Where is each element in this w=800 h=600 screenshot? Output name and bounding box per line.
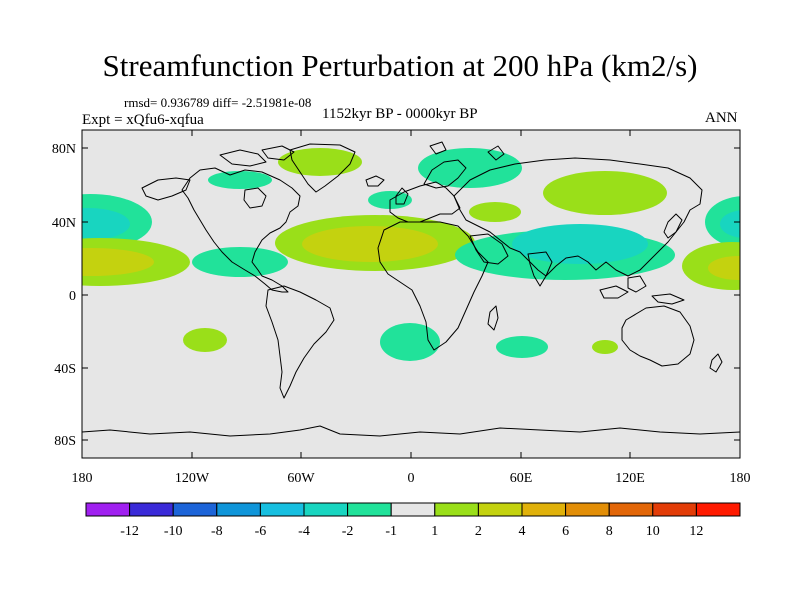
colorbar-label: -4 [298,524,310,539]
colorbar-label: 10 [646,524,660,539]
colorbar-swatch [390,502,436,517]
anomaly-siberia [543,171,667,215]
coast-madagascar [487,305,499,331]
season-label: ANN [705,110,738,126]
colorbar-swatch [85,502,131,517]
coast-north-america [181,167,301,293]
anomaly-atlantic-band-core [302,226,438,262]
lon-label: 180 [72,471,93,486]
coastlines [82,141,740,437]
colorbar-label: 1 [431,524,438,539]
anomaly-indian-ocean [496,336,548,358]
coast-british-isles [395,187,409,205]
colorbar-label: -12 [120,524,139,539]
coast-africa [377,221,489,351]
colorbar-label: 2 [475,524,482,539]
coast-canadian-arctic [219,149,267,167]
anomaly-south-pacific [183,328,227,352]
colorbar-label: -1 [385,524,397,539]
coast-india [527,251,553,287]
coast-alaska [141,177,191,201]
colorbar-swatch [303,502,349,517]
coast-arabia [469,233,509,265]
colorbar-label: 8 [606,524,613,539]
colorbar-swatch [434,502,479,517]
period-label: 1152kyr BP - 0000kyr BP [322,106,478,122]
coast-canadian-arctic-2 [261,145,295,161]
anomaly-shading [82,148,740,361]
map-title: Streamfunction Perturbation at 200 hPa (… [102,48,698,83]
coast-japan [663,213,683,239]
lat-label: 0 [69,289,76,304]
colorbar-label: 6 [562,524,569,539]
colorbar-label: -10 [164,524,183,539]
anomaly-north-pacific-west-core [82,208,130,240]
lon-label: 180 [730,471,751,486]
latitude-axis: 80N 40N 0 40S 80S [52,142,740,449]
lon-label: 0 [408,471,415,486]
anomaly-greenland [278,148,362,176]
colorbar: -12 -10 -8 -6 -4 -2 -1 1 2 4 6 8 10 12 [85,502,741,539]
lon-label: 120E [615,471,645,486]
anomaly-east-pacific [192,247,288,277]
colorbar-swatch [216,502,261,517]
coast-hudson-bay [243,187,267,209]
coast-south-america [265,285,335,399]
anomaly-australia-west [592,340,618,354]
coast-borneo [627,275,647,293]
lon-label: 60W [287,471,315,486]
anomaly-north-pacific-east-core [720,210,740,238]
colorbar-label: 4 [519,524,526,539]
colorbar-swatch [259,502,305,517]
coast-antarctica [82,425,740,437]
colorbar-swatch [652,502,697,517]
anomaly-canada [208,171,272,189]
coast-australia [621,305,695,367]
colorbar-label: -6 [255,524,267,539]
experiment-label: Expt = xQfu6-xqfua [82,112,204,128]
anomaly-north-russia [418,148,522,188]
coast-novaya-zemlya [487,145,505,161]
anomaly-europe [469,202,521,222]
lat-label: 40S [54,362,76,377]
coast-scandinavia [423,159,467,189]
anomaly-asia-core [512,224,648,264]
coast-indonesia [599,285,629,299]
coast-new-guinea [651,293,685,305]
anomaly-south-atlantic [380,323,440,361]
colorbar-swatch [347,502,392,517]
colorbar-label: -2 [342,524,354,539]
anomaly-tropical-pacific-west-core [82,248,154,276]
lon-label: 120W [175,471,210,486]
anomaly-tropical-pacific-east-core [708,256,740,280]
coast-asia [453,157,703,277]
lat-label: 80S [54,434,76,449]
coast-svalbard [429,141,447,155]
anomaly-north-pacific-east [705,196,740,248]
colorbar-swatch [565,502,610,517]
coast-new-zealand [709,353,723,373]
lon-label: 60E [510,471,533,486]
colorbar-label: -8 [211,524,223,539]
colorbar-swatch [172,502,218,517]
stats-label: rmsd= 0.936789 diff= -2.51981e-08 [124,95,312,110]
coast-greenland [289,143,356,193]
colorbar-swatch [695,502,741,517]
colorbar-label: 12 [689,524,703,539]
colorbar-swatch [521,502,567,517]
colorbar-swatch [608,502,654,517]
colorbar-swatch [129,502,174,517]
lat-label: 40N [52,216,76,231]
lat-label: 80N [52,142,76,157]
longitude-axis: 180 120W 60W 0 60E 120E 180 [72,130,751,486]
coast-iceland [365,175,385,187]
colorbar-swatch [477,502,523,517]
